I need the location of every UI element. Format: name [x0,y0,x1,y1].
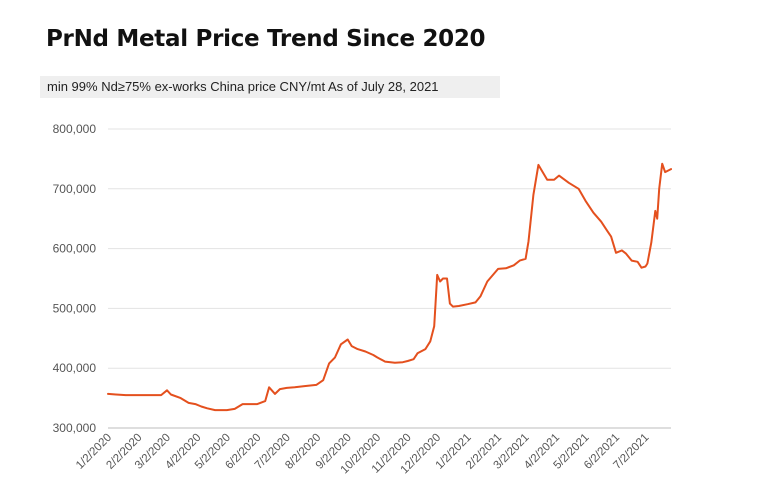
series-line [107,162,672,412]
chart-subtitle: min 99% Nd≥75% ex-works China price CNY/… [40,76,500,98]
y-tick-label: 400,000 [53,361,97,375]
y-tick-label: 800,000 [53,122,97,136]
series-lines [107,162,672,412]
gridlines [108,128,671,429]
chart-title: PrNd Metal Price Trend Since 2020 [46,26,486,52]
y-tick-label: 700,000 [53,182,97,196]
y-tick-label: 600,000 [53,242,97,256]
y-tick-label: 500,000 [53,301,97,315]
y-axis-tick-labels: 800,000 700,000 600,000 500,000 400,000 300,0… [53,122,97,435]
x-axis-tick-labels: 1/2/20202/2/20203/2/20204/2/20205/2/2020… [74,432,652,477]
y-tick-label: 300,000 [53,421,97,435]
